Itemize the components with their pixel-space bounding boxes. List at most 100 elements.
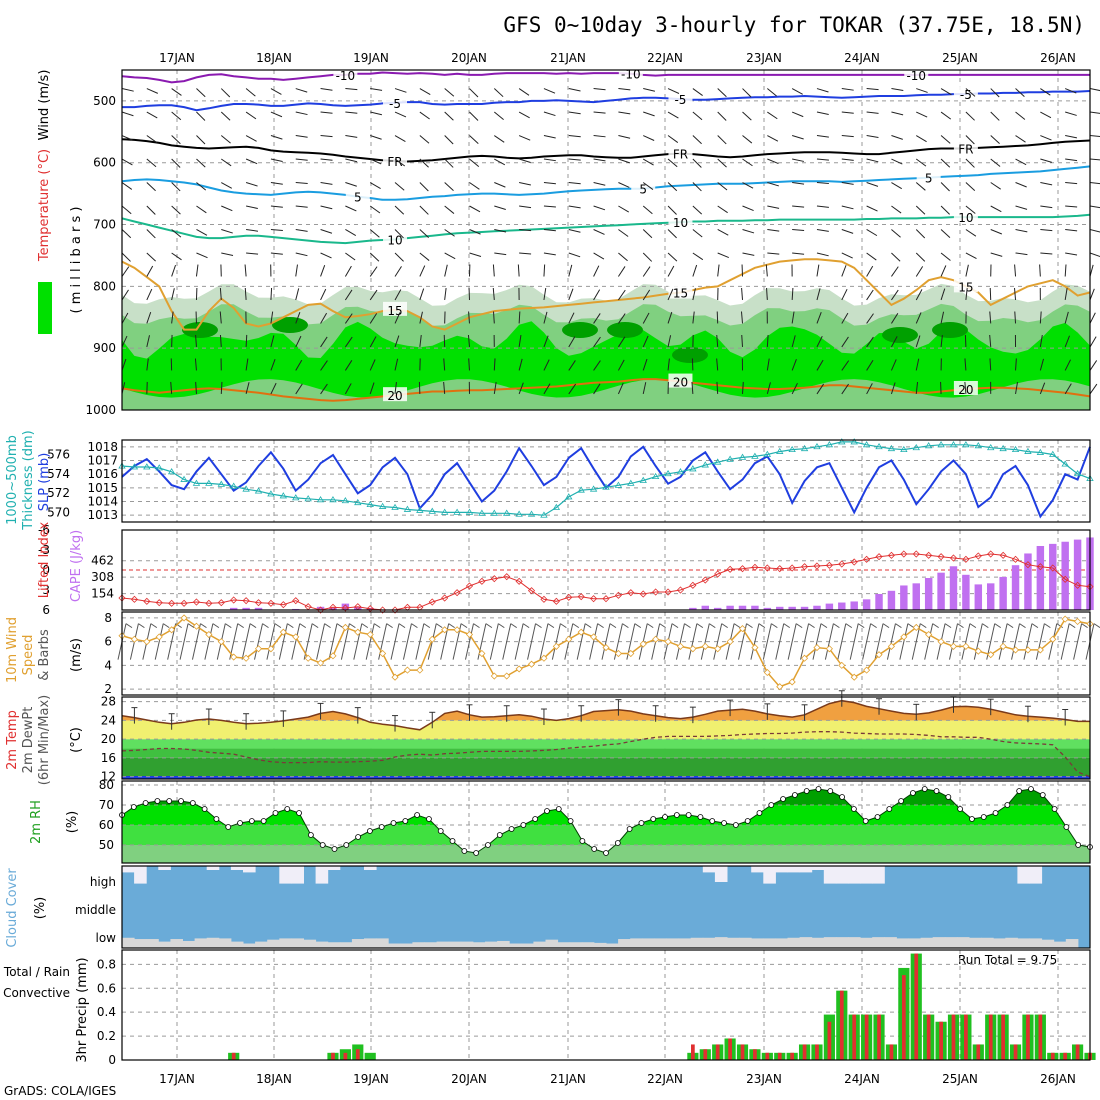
cloud-low-gap bbox=[835, 937, 849, 948]
wind-speed-point bbox=[987, 651, 995, 659]
thickness-point bbox=[217, 480, 225, 487]
precip-conv-bar bbox=[951, 1014, 956, 1060]
wind-barb bbox=[990, 111, 1000, 121]
date-label-top: 22JAN bbox=[647, 51, 683, 65]
thickness-point bbox=[788, 445, 796, 453]
rh-point bbox=[272, 810, 279, 816]
wind-barb bbox=[219, 287, 222, 301]
wind-barb bbox=[990, 182, 1001, 190]
wind-barb bbox=[617, 382, 624, 395]
wind-barb bbox=[1023, 623, 1033, 660]
wind-barb bbox=[121, 252, 131, 262]
dewpoint-line bbox=[121, 731, 1091, 778]
rh-point bbox=[839, 794, 845, 800]
wind-barb bbox=[866, 252, 877, 261]
cloud-low-gap bbox=[993, 938, 1006, 948]
wind-barb-flag bbox=[262, 623, 269, 629]
wind-barb bbox=[866, 111, 879, 114]
wind-barb bbox=[245, 135, 257, 142]
rh-point bbox=[473, 850, 480, 856]
li-point bbox=[503, 573, 511, 581]
wind-barb bbox=[568, 111, 581, 115]
thickness-point bbox=[391, 503, 399, 510]
wind-barb bbox=[940, 334, 943, 347]
wind-barb bbox=[890, 336, 898, 348]
isotherm-label: -5 bbox=[674, 93, 686, 107]
wind-speed-point bbox=[590, 633, 598, 641]
wind-barb bbox=[1064, 311, 1069, 324]
thickness-point bbox=[242, 485, 250, 492]
rh-point bbox=[980, 814, 987, 820]
li-point bbox=[428, 598, 436, 606]
wind-barb bbox=[394, 182, 405, 191]
rh-point bbox=[260, 818, 267, 824]
wind-barb bbox=[961, 623, 971, 660]
rh-point bbox=[508, 826, 515, 832]
rh-point bbox=[1016, 788, 1023, 794]
li-point bbox=[751, 563, 759, 571]
cloud-low-gap bbox=[944, 937, 958, 948]
wind-barb bbox=[841, 111, 854, 114]
cloud-low-gap bbox=[981, 937, 994, 948]
rh-tick: 60 bbox=[99, 818, 114, 832]
wind-barb-flag bbox=[709, 623, 716, 629]
wind-barb bbox=[1060, 623, 1070, 660]
cloud-high-gap bbox=[315, 866, 329, 884]
wind-barb bbox=[270, 182, 283, 185]
wind-barb bbox=[791, 111, 804, 118]
precip-conv-bar bbox=[715, 1044, 720, 1060]
rh-point bbox=[803, 788, 810, 794]
cloud-low-gap bbox=[327, 942, 341, 948]
wind-barb bbox=[121, 111, 134, 117]
wind-barb bbox=[469, 111, 479, 121]
wind-barb bbox=[1089, 88, 1100, 92]
wind-speed-point bbox=[329, 652, 337, 660]
wind-barb bbox=[394, 111, 407, 118]
thickness-point bbox=[639, 476, 647, 483]
cloud-high-gap bbox=[158, 866, 171, 870]
wind-barb bbox=[891, 135, 903, 140]
wind-speed-point bbox=[825, 645, 833, 653]
isotherm-line bbox=[121, 378, 1091, 402]
li-point bbox=[974, 552, 982, 560]
wind-barb-flag bbox=[212, 623, 220, 629]
wind-barb bbox=[196, 205, 207, 214]
wind-barb-flag bbox=[1031, 623, 1039, 629]
cloud-low-label: low bbox=[96, 931, 117, 945]
wind-barb bbox=[194, 358, 197, 371]
precip-conv-bar bbox=[926, 1014, 931, 1060]
wind-barb bbox=[965, 135, 975, 145]
wind-barb bbox=[270, 252, 283, 255]
wind-barb bbox=[642, 358, 648, 371]
cloud-low-gap bbox=[799, 937, 813, 948]
wind-barb bbox=[444, 158, 454, 168]
li-point bbox=[478, 577, 486, 585]
wind-barb bbox=[369, 289, 378, 301]
wind-barb bbox=[543, 383, 551, 395]
wind-barb-flag bbox=[982, 623, 989, 629]
rh-band-90 bbox=[607, 322, 643, 338]
wind-barb bbox=[443, 358, 446, 371]
wind-barb bbox=[568, 229, 581, 233]
isotherm-label: 5 bbox=[925, 172, 933, 186]
wind-barb bbox=[617, 336, 626, 348]
panel-frame bbox=[121, 949, 1091, 1061]
cape-tick: 154 bbox=[91, 587, 114, 601]
wind-barb bbox=[886, 623, 896, 660]
li-point bbox=[316, 606, 325, 614]
wind-barb bbox=[344, 383, 352, 395]
rh-point bbox=[426, 816, 432, 822]
cloud-low-gap bbox=[1029, 938, 1043, 948]
cape-bar bbox=[900, 585, 908, 610]
wind-barb bbox=[837, 623, 847, 660]
wind-axis-unit: (m/s) bbox=[69, 638, 84, 672]
wind-barb bbox=[365, 623, 375, 660]
precip-conv-bar bbox=[740, 1044, 745, 1060]
cloud-high-gap bbox=[751, 866, 764, 873]
wind-speed-point bbox=[813, 644, 821, 652]
wind-barb bbox=[369, 359, 376, 371]
wind-speed-point bbox=[676, 642, 685, 650]
wind-barb bbox=[767, 228, 780, 232]
wind-barb bbox=[244, 287, 247, 300]
